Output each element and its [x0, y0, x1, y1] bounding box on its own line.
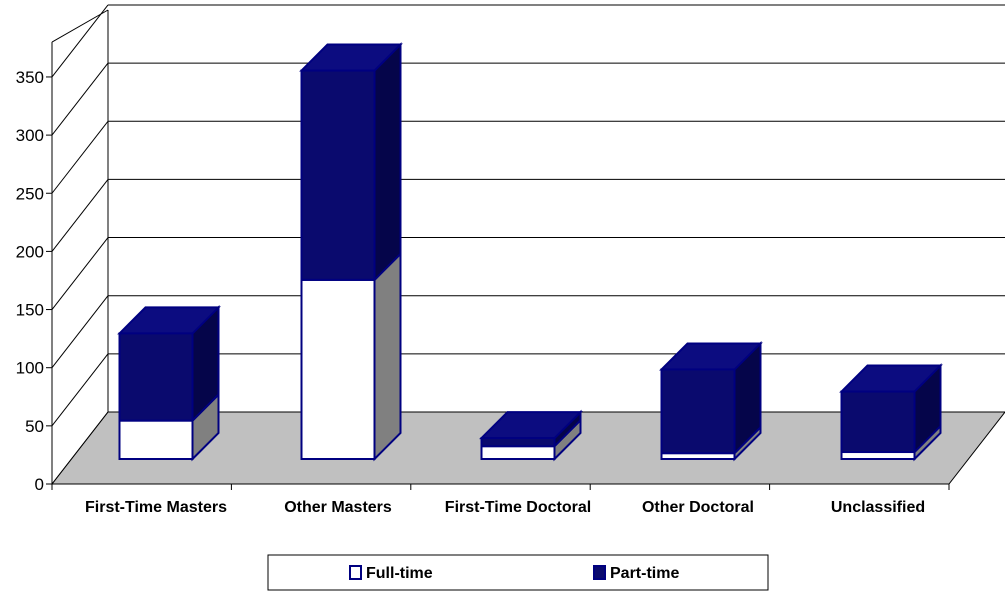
y-tick-label: 100 — [16, 359, 44, 378]
bar-part-time-front — [660, 368, 736, 455]
y-tick-label: 0 — [35, 475, 44, 494]
category-label: Other Masters — [284, 499, 392, 516]
gridline-side — [51, 179, 109, 252]
bar-part-time-front — [840, 390, 916, 454]
bar-part-time — [117, 304, 221, 424]
bar-part-time — [839, 363, 943, 455]
legend-label: Part-time — [610, 565, 679, 582]
legend-swatch-part-time — [593, 565, 606, 580]
bar-part-time-front — [480, 437, 556, 448]
bar-part-time — [659, 341, 763, 456]
bar-full-time — [300, 251, 402, 462]
bar-full-time — [118, 392, 220, 462]
gridline-side — [51, 353, 109, 427]
legend-swatch-full-time — [349, 565, 362, 580]
y-axis: 0 50 100 150 200 250 300 350 — [16, 42, 53, 494]
y-tick-label: 200 — [16, 242, 44, 261]
gridline-side — [51, 237, 109, 310]
gridline-side — [51, 295, 109, 369]
gridline-side — [51, 4, 109, 78]
bar-part-time — [479, 409, 583, 449]
x-axis-labels: First-Time Masters Other Masters First-Tim… — [51, 484, 950, 516]
legend: Full-time Part-time — [267, 554, 769, 591]
gridline-side — [51, 120, 109, 194]
y-tick-label: 50 — [25, 417, 44, 436]
category-label: First-Time Doctoral — [445, 499, 591, 516]
gridline-side — [51, 411, 109, 485]
bar-part-time-side — [373, 42, 402, 283]
y-tick-label: 300 — [16, 126, 44, 145]
gridline-side — [51, 62, 109, 136]
bar-full-time-front — [480, 445, 556, 461]
legend-label: Full-time — [366, 565, 433, 582]
y-tick-label: 150 — [16, 301, 44, 320]
bar-full-time-side — [373, 251, 402, 462]
bar-part-time — [299, 42, 403, 283]
y-tick-label: 250 — [16, 184, 44, 203]
bar-part-time-front — [300, 69, 376, 281]
bar-full-time-front — [300, 278, 376, 461]
bar-part-time-front — [118, 332, 194, 422]
side-wall-top-edge — [51, 9, 109, 43]
y-tick-label: 350 — [16, 68, 44, 87]
legend-box — [267, 554, 769, 591]
chart-bars — [117, 42, 943, 462]
category-label: Other Doctoral — [642, 499, 754, 516]
bar-full-time-front — [840, 451, 916, 461]
category-label: First-Time Masters — [85, 499, 227, 516]
category-label: Unclassified — [831, 499, 925, 516]
bar-full-time-front — [118, 419, 194, 461]
